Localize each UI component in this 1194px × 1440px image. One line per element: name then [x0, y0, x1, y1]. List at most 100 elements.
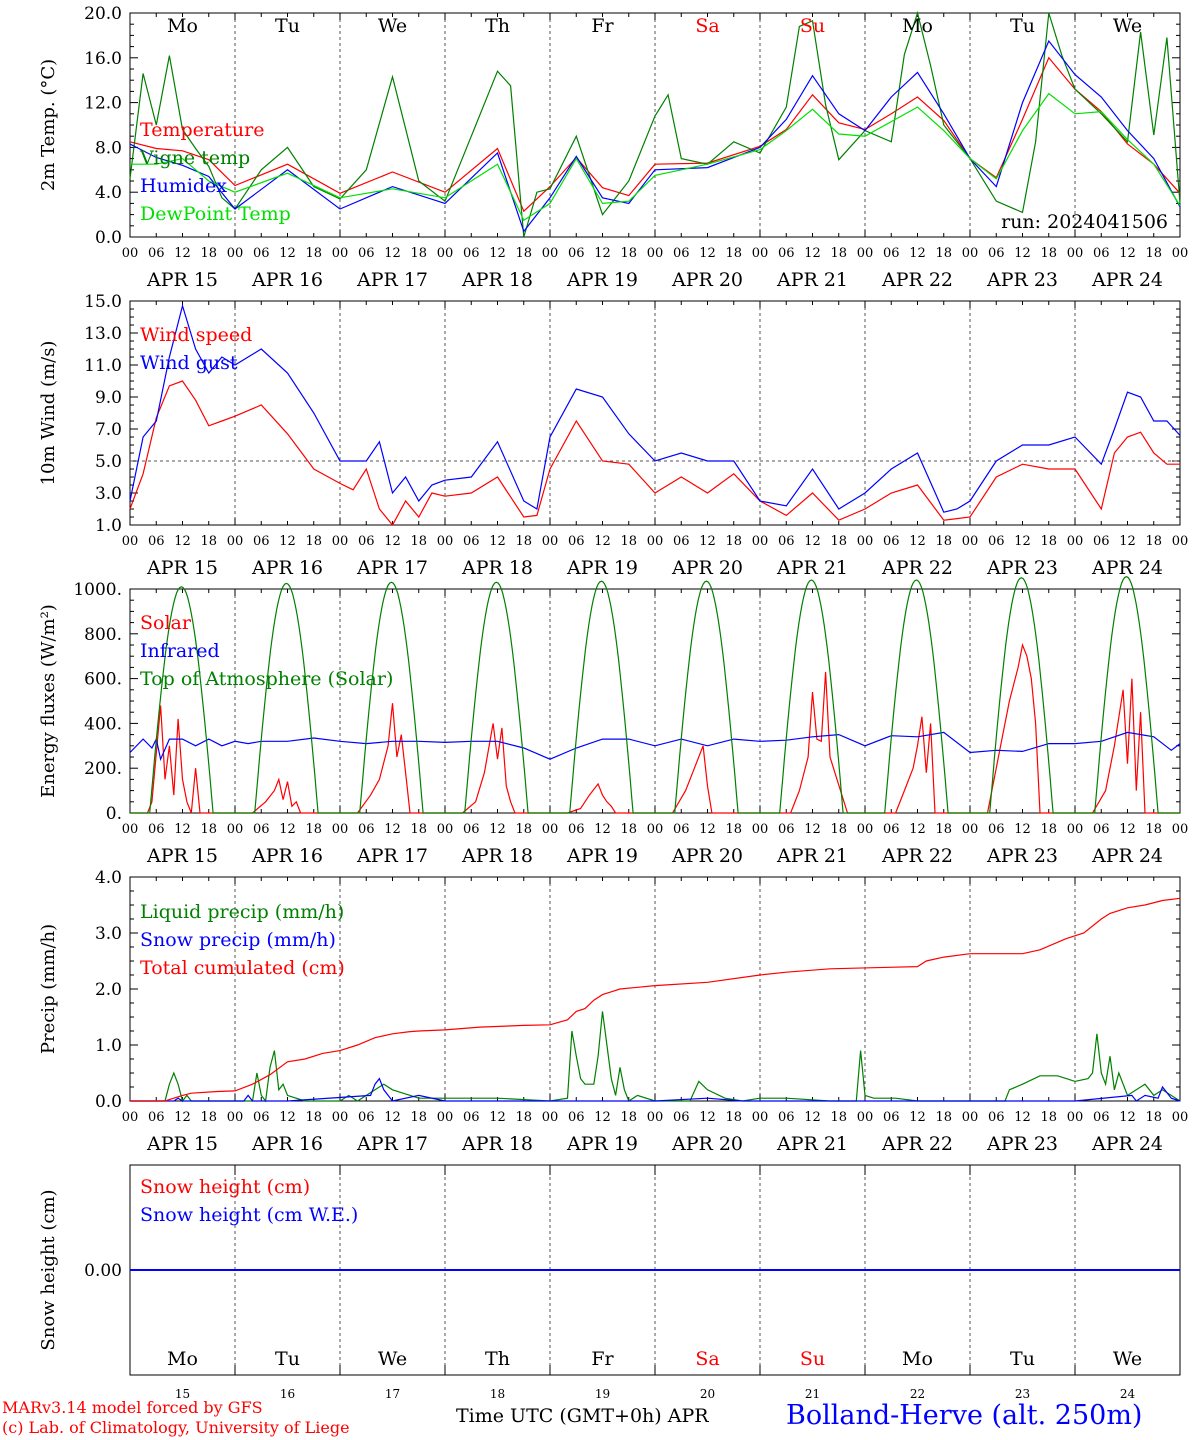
- date-label: APR 16: [251, 1133, 323, 1155]
- y-tick-label: 20.0: [84, 4, 122, 24]
- date-label: APR 17: [356, 557, 428, 579]
- legend-entry: Snow precip (mm/h): [140, 929, 336, 951]
- hour-tick-label: 18: [830, 534, 847, 549]
- y-tick-label: 600.: [84, 670, 122, 690]
- date-label: APR 18: [461, 557, 533, 579]
- hour-tick-label: 06: [358, 822, 375, 837]
- y-tick-label: 0.0: [95, 228, 122, 248]
- hour-tick-label: 18: [1145, 822, 1162, 837]
- y-tick-label: 4.0: [95, 868, 122, 888]
- hour-tick-label: 18: [515, 1110, 532, 1125]
- legend-entry: Vigne temp: [139, 147, 250, 169]
- weekday-label: Tu: [1010, 15, 1035, 37]
- hour-tick-label: 06: [883, 822, 900, 837]
- date-label: APR 19: [566, 269, 638, 291]
- date-label: APR 19: [566, 1133, 638, 1155]
- hour-tick-label: 00: [1172, 1110, 1189, 1125]
- date-label: APR 16: [251, 269, 323, 291]
- hour-tick-label: 00: [227, 822, 244, 837]
- hour-tick-label: 00: [962, 534, 979, 549]
- y-tick-label: 16.0: [84, 49, 122, 69]
- date-label: APR 24: [1091, 1133, 1163, 1155]
- y-tick-label: 5.0: [95, 452, 122, 472]
- hour-tick-label: 18: [620, 246, 637, 261]
- hour-tick-label: 00: [647, 534, 664, 549]
- hour-tick-label: 12: [384, 246, 401, 261]
- series-line-dewpoint-temp: [130, 92, 1181, 222]
- series-line-wind-speed: [129, 380, 1180, 527]
- y-tick-label: 1.0: [95, 1036, 122, 1056]
- date-label: APR 22: [881, 1133, 953, 1155]
- hour-tick-label: 06: [148, 534, 165, 549]
- hour-tick-label: 18: [305, 534, 322, 549]
- series-line-snow-precip-mm-h: [130, 1077, 1181, 1102]
- y-tick-label: 200.: [84, 759, 122, 779]
- date-label: APR 24: [1091, 845, 1163, 867]
- hour-tick-label: 06: [568, 534, 585, 549]
- legend-entry: Total cumulated (cm): [140, 957, 345, 979]
- hour-tick-label: 12: [1014, 822, 1031, 837]
- date-label: APR 17: [356, 1133, 428, 1155]
- hour-tick-label: 18: [725, 822, 742, 837]
- hour-tick-label: 00: [437, 1110, 454, 1125]
- hour-tick-label: 12: [909, 246, 926, 261]
- station-label: Bolland-Herve (alt. 250m): [786, 1400, 1143, 1431]
- legend-entry: Temperature: [140, 119, 264, 141]
- hour-tick-label: 18: [830, 246, 847, 261]
- weekday-label: Mo: [902, 1348, 933, 1370]
- hour-tick-label: 12: [699, 534, 716, 549]
- day-number-label: 18: [490, 1387, 505, 1401]
- legend-entry: DewPoint Temp: [140, 203, 291, 225]
- hour-tick-label: 06: [148, 246, 165, 261]
- series-line-infrared: [129, 731, 1181, 762]
- legend-entry: Infrared: [140, 640, 220, 662]
- hour-tick-label: 12: [1119, 822, 1136, 837]
- date-label: APR 21: [776, 557, 848, 579]
- hour-tick-label: 00: [1172, 822, 1189, 837]
- hour-tick-label: 00: [857, 1110, 874, 1125]
- hour-tick-label: 00: [122, 1110, 139, 1125]
- y-tick-label: 8.0: [95, 138, 122, 158]
- hour-tick-label: 06: [358, 534, 375, 549]
- weekday-label: Tu: [1010, 1348, 1035, 1370]
- hour-tick-label: 06: [1093, 822, 1110, 837]
- y-tick-label: 7.0: [95, 420, 122, 440]
- y-tick-label: 0.0: [95, 1092, 122, 1112]
- hour-tick-label: 12: [384, 1110, 401, 1125]
- hour-tick-label: 18: [830, 1110, 847, 1125]
- hour-tick-label: 06: [1093, 534, 1110, 549]
- hour-tick-label: 00: [1067, 822, 1084, 837]
- day-number-label: 23: [1015, 1387, 1030, 1401]
- weekday-label: We: [378, 1348, 407, 1370]
- credit-line-1: MARv3.14 model forced by GFS: [2, 1398, 263, 1417]
- y-tick-label: 800.: [84, 625, 122, 645]
- y-tick-label: 0.00: [84, 1261, 122, 1281]
- date-label: APR 18: [461, 845, 533, 867]
- hour-tick-label: 18: [1040, 1110, 1057, 1125]
- hour-tick-label: 00: [647, 246, 664, 261]
- hour-tick-label: 18: [515, 534, 532, 549]
- hour-tick-label: 00: [752, 822, 769, 837]
- time-axis-text: Time UTC (GMT+0h): [456, 1405, 662, 1427]
- series-line-solar: [130, 642, 1180, 814]
- hour-tick-label: 12: [909, 534, 926, 549]
- series-line-temperature: [129, 56, 1181, 213]
- hour-tick-label: 12: [699, 1110, 716, 1125]
- date-label: APR 23: [986, 1133, 1058, 1155]
- hour-tick-label: 06: [778, 822, 795, 837]
- date-label: APR 19: [566, 557, 638, 579]
- hour-tick-label: 18: [1145, 1110, 1162, 1125]
- date-label: APR 22: [881, 557, 953, 579]
- hour-tick-label: 12: [909, 822, 926, 837]
- series-line-wind-gust: [129, 303, 1181, 513]
- hour-tick-label: 12: [279, 246, 296, 261]
- hour-tick-label: 06: [253, 1110, 270, 1125]
- hour-tick-label: 12: [174, 1110, 191, 1125]
- hour-tick-label: 00: [1172, 246, 1189, 261]
- day-number-label: 21: [805, 1387, 820, 1401]
- hour-tick-label: 06: [1093, 246, 1110, 261]
- date-label: APR 16: [251, 845, 323, 867]
- hour-tick-label: 18: [725, 246, 742, 261]
- hour-tick-label: 06: [673, 246, 690, 261]
- y-tick-label: 11.0: [84, 356, 122, 376]
